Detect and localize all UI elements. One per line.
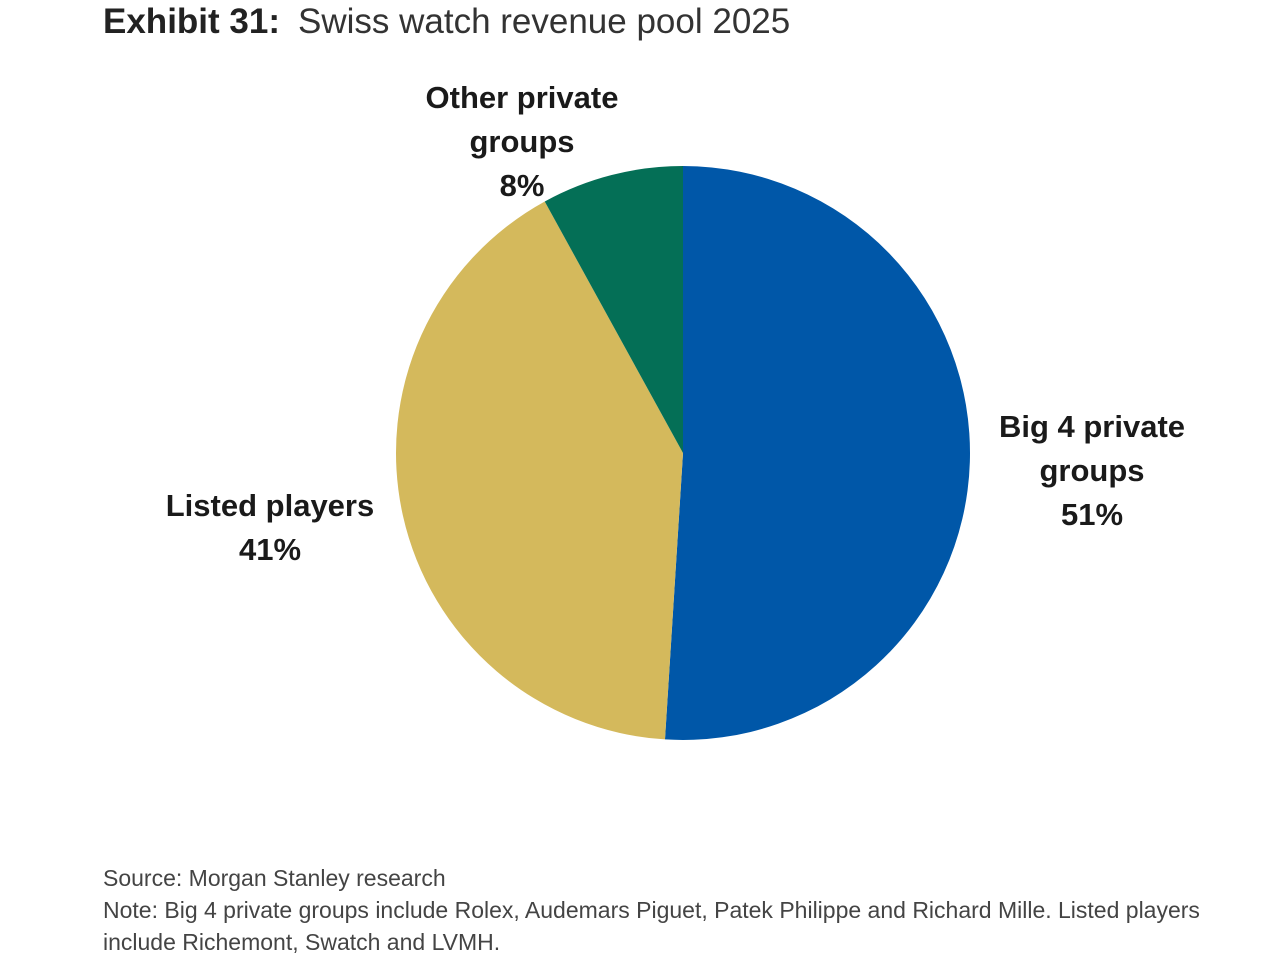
exhibit-number: Exhibit 31: — [103, 2, 280, 41]
slice-label-line: 8% — [500, 168, 545, 203]
chart-footer: Source: Morgan Stanley research Note: Bi… — [103, 862, 1213, 958]
slice-label-line: Listed players — [166, 488, 374, 523]
title-text: Swiss watch revenue pool 2025 — [297, 2, 791, 41]
slice-label-line: groups — [1039, 453, 1144, 488]
slice-label-line: 41% — [239, 532, 301, 567]
note-text: Note: Big 4 private groups include Rolex… — [103, 897, 1200, 955]
pie-slice-listed-players — [396, 201, 683, 740]
slice-label-line: groups — [469, 124, 574, 159]
slice-label-other-private-groups: Other private groups 8% — [426, 80, 619, 203]
source-text: Source: Morgan Stanley research — [103, 865, 446, 891]
slice-label-line: Big 4 private — [999, 409, 1185, 444]
slice-label-line: 51% — [1061, 497, 1123, 532]
pie-slice-other-private-groups — [544, 166, 683, 453]
slice-label-big-4-private-groups: Big 4 private groups 51% — [999, 409, 1185, 532]
chart-title: Exhibit 31: Swiss watch revenue pool 2025 — [103, 0, 790, 44]
slice-label-line: Other private — [426, 80, 619, 115]
slice-label-listed-players: Listed players 41% — [166, 488, 374, 567]
pie-slice-big-4-private-groups — [664, 166, 971, 740]
